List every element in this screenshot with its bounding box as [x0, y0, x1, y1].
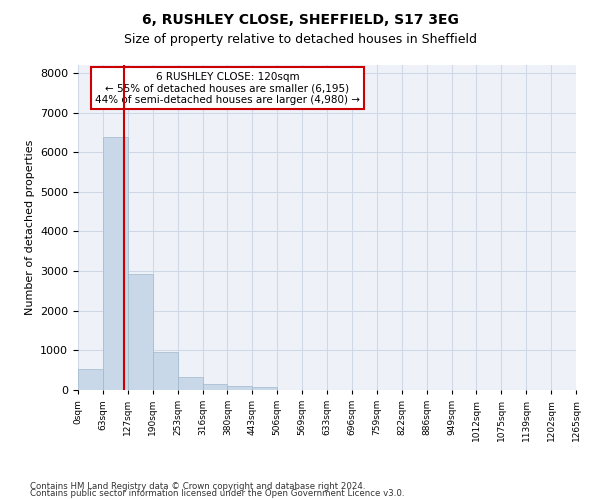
- Bar: [203, 384, 227, 390]
- Text: 6, RUSHLEY CLOSE, SHEFFIELD, S17 3EG: 6, RUSHLEY CLOSE, SHEFFIELD, S17 3EG: [142, 12, 458, 26]
- Bar: [128, 274, 153, 390]
- Bar: [227, 386, 253, 390]
- Bar: [253, 388, 277, 390]
- Text: Contains HM Land Registry data © Crown copyright and database right 2024.: Contains HM Land Registry data © Crown c…: [30, 482, 365, 491]
- Text: 6 RUSHLEY CLOSE: 120sqm
← 55% of detached houses are smaller (6,195)
44% of semi: 6 RUSHLEY CLOSE: 120sqm ← 55% of detache…: [95, 72, 360, 104]
- Text: Contains public sector information licensed under the Open Government Licence v3: Contains public sector information licen…: [30, 490, 404, 498]
- Bar: [103, 137, 128, 390]
- Bar: [178, 377, 203, 390]
- Text: Size of property relative to detached houses in Sheffield: Size of property relative to detached ho…: [124, 32, 476, 46]
- Bar: [152, 352, 178, 390]
- Y-axis label: Number of detached properties: Number of detached properties: [25, 140, 35, 315]
- Bar: [78, 369, 103, 390]
